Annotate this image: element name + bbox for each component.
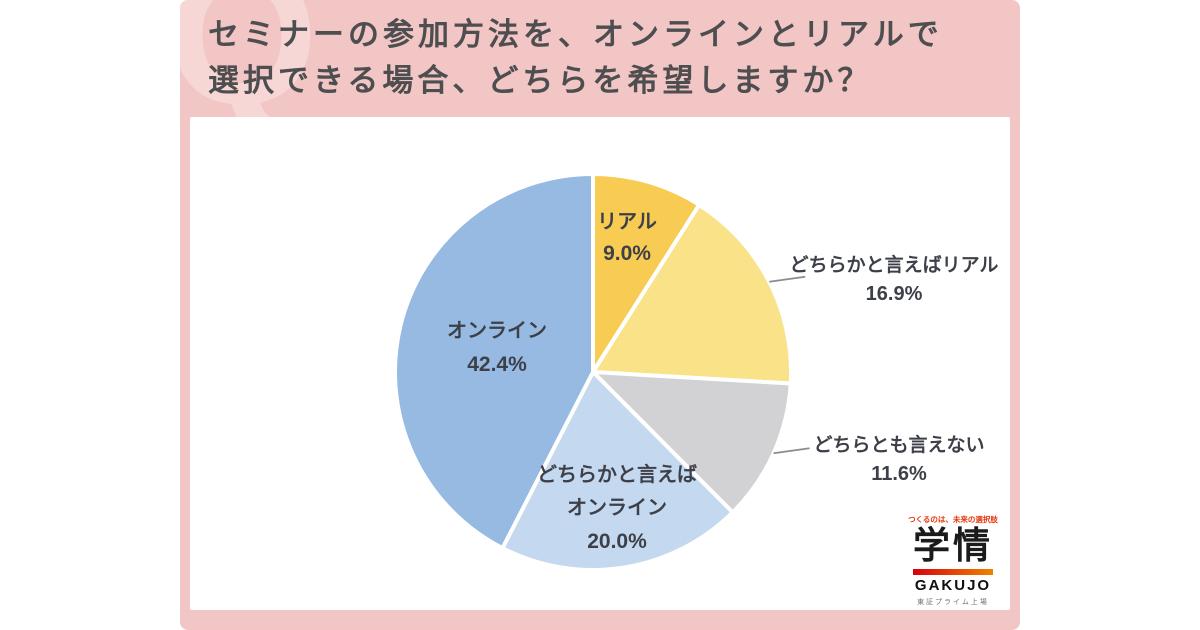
slice-label-text: リアル: [597, 211, 657, 233]
chart-panel: リアル 9.0% どちらかと言えばリアル 16.9% どちらとも言えない 11.6% どちら…: [190, 117, 1010, 610]
slice-label-2: どちらとも言えない 11.6%: [813, 432, 984, 488]
pie-slice-1: [591, 202, 794, 386]
slice-label-text: どちらかと言えばリアル: [789, 255, 999, 276]
question-watermark-q: Q: [180, 0, 319, 145]
slice-label-text: どちらかと言えば: [537, 464, 697, 486]
logo-latin-wordmark: GAKUJO: [914, 576, 992, 594]
slice-label-value: 20.0%: [587, 530, 647, 553]
slice-label-value: 11.6%: [871, 463, 927, 485]
logo-listing-note: 東証プライム上場: [917, 599, 989, 606]
slice-label-text: オンライン: [447, 320, 547, 342]
pie-slice-3: [500, 370, 735, 572]
leader-line-1: [769, 275, 806, 283]
logo-kanji-wordmark: 学情: [913, 524, 993, 566]
logo-tagline: つくるのは、未来の選択肢: [908, 514, 998, 524]
gakujo-logo: つくるのは、未来の選択肢 学情 GAKUJO 東証プライム上場: [905, 514, 1001, 607]
slice-label-value: 9.0%: [603, 242, 651, 265]
slice-label-4: オンライン 42.4%: [447, 315, 547, 381]
pie-slice-4: [393, 172, 595, 551]
slice-label-1: どちらかと言えばリアル 16.9%: [790, 252, 999, 308]
leader-line-2: [773, 447, 810, 455]
slice-label-0: リアル 9.0%: [597, 206, 657, 270]
survey-card: Q セミナーの参加方法を、オンラインとリアルで 選択できる場合、どちらを希望しま…: [180, 0, 1020, 630]
slice-label-value: 16.9%: [865, 283, 923, 305]
slice-label-value: 42.4%: [467, 353, 527, 376]
pie-slice-2: [591, 370, 793, 515]
slice-label-3: どちらかと言えば オンライン 20.0%: [537, 459, 697, 558]
survey-question-title: セミナーの参加方法を、オンラインとリアルで 選択できる場合、どちらを希望しますか…: [208, 17, 943, 98]
slice-label-text: オンライン: [567, 497, 667, 519]
slice-label-text: どちらとも言えない: [813, 435, 985, 456]
logo-gradient-bar: [913, 568, 993, 575]
pie-chart: [393, 172, 810, 572]
pie-slice-0: [591, 172, 702, 374]
